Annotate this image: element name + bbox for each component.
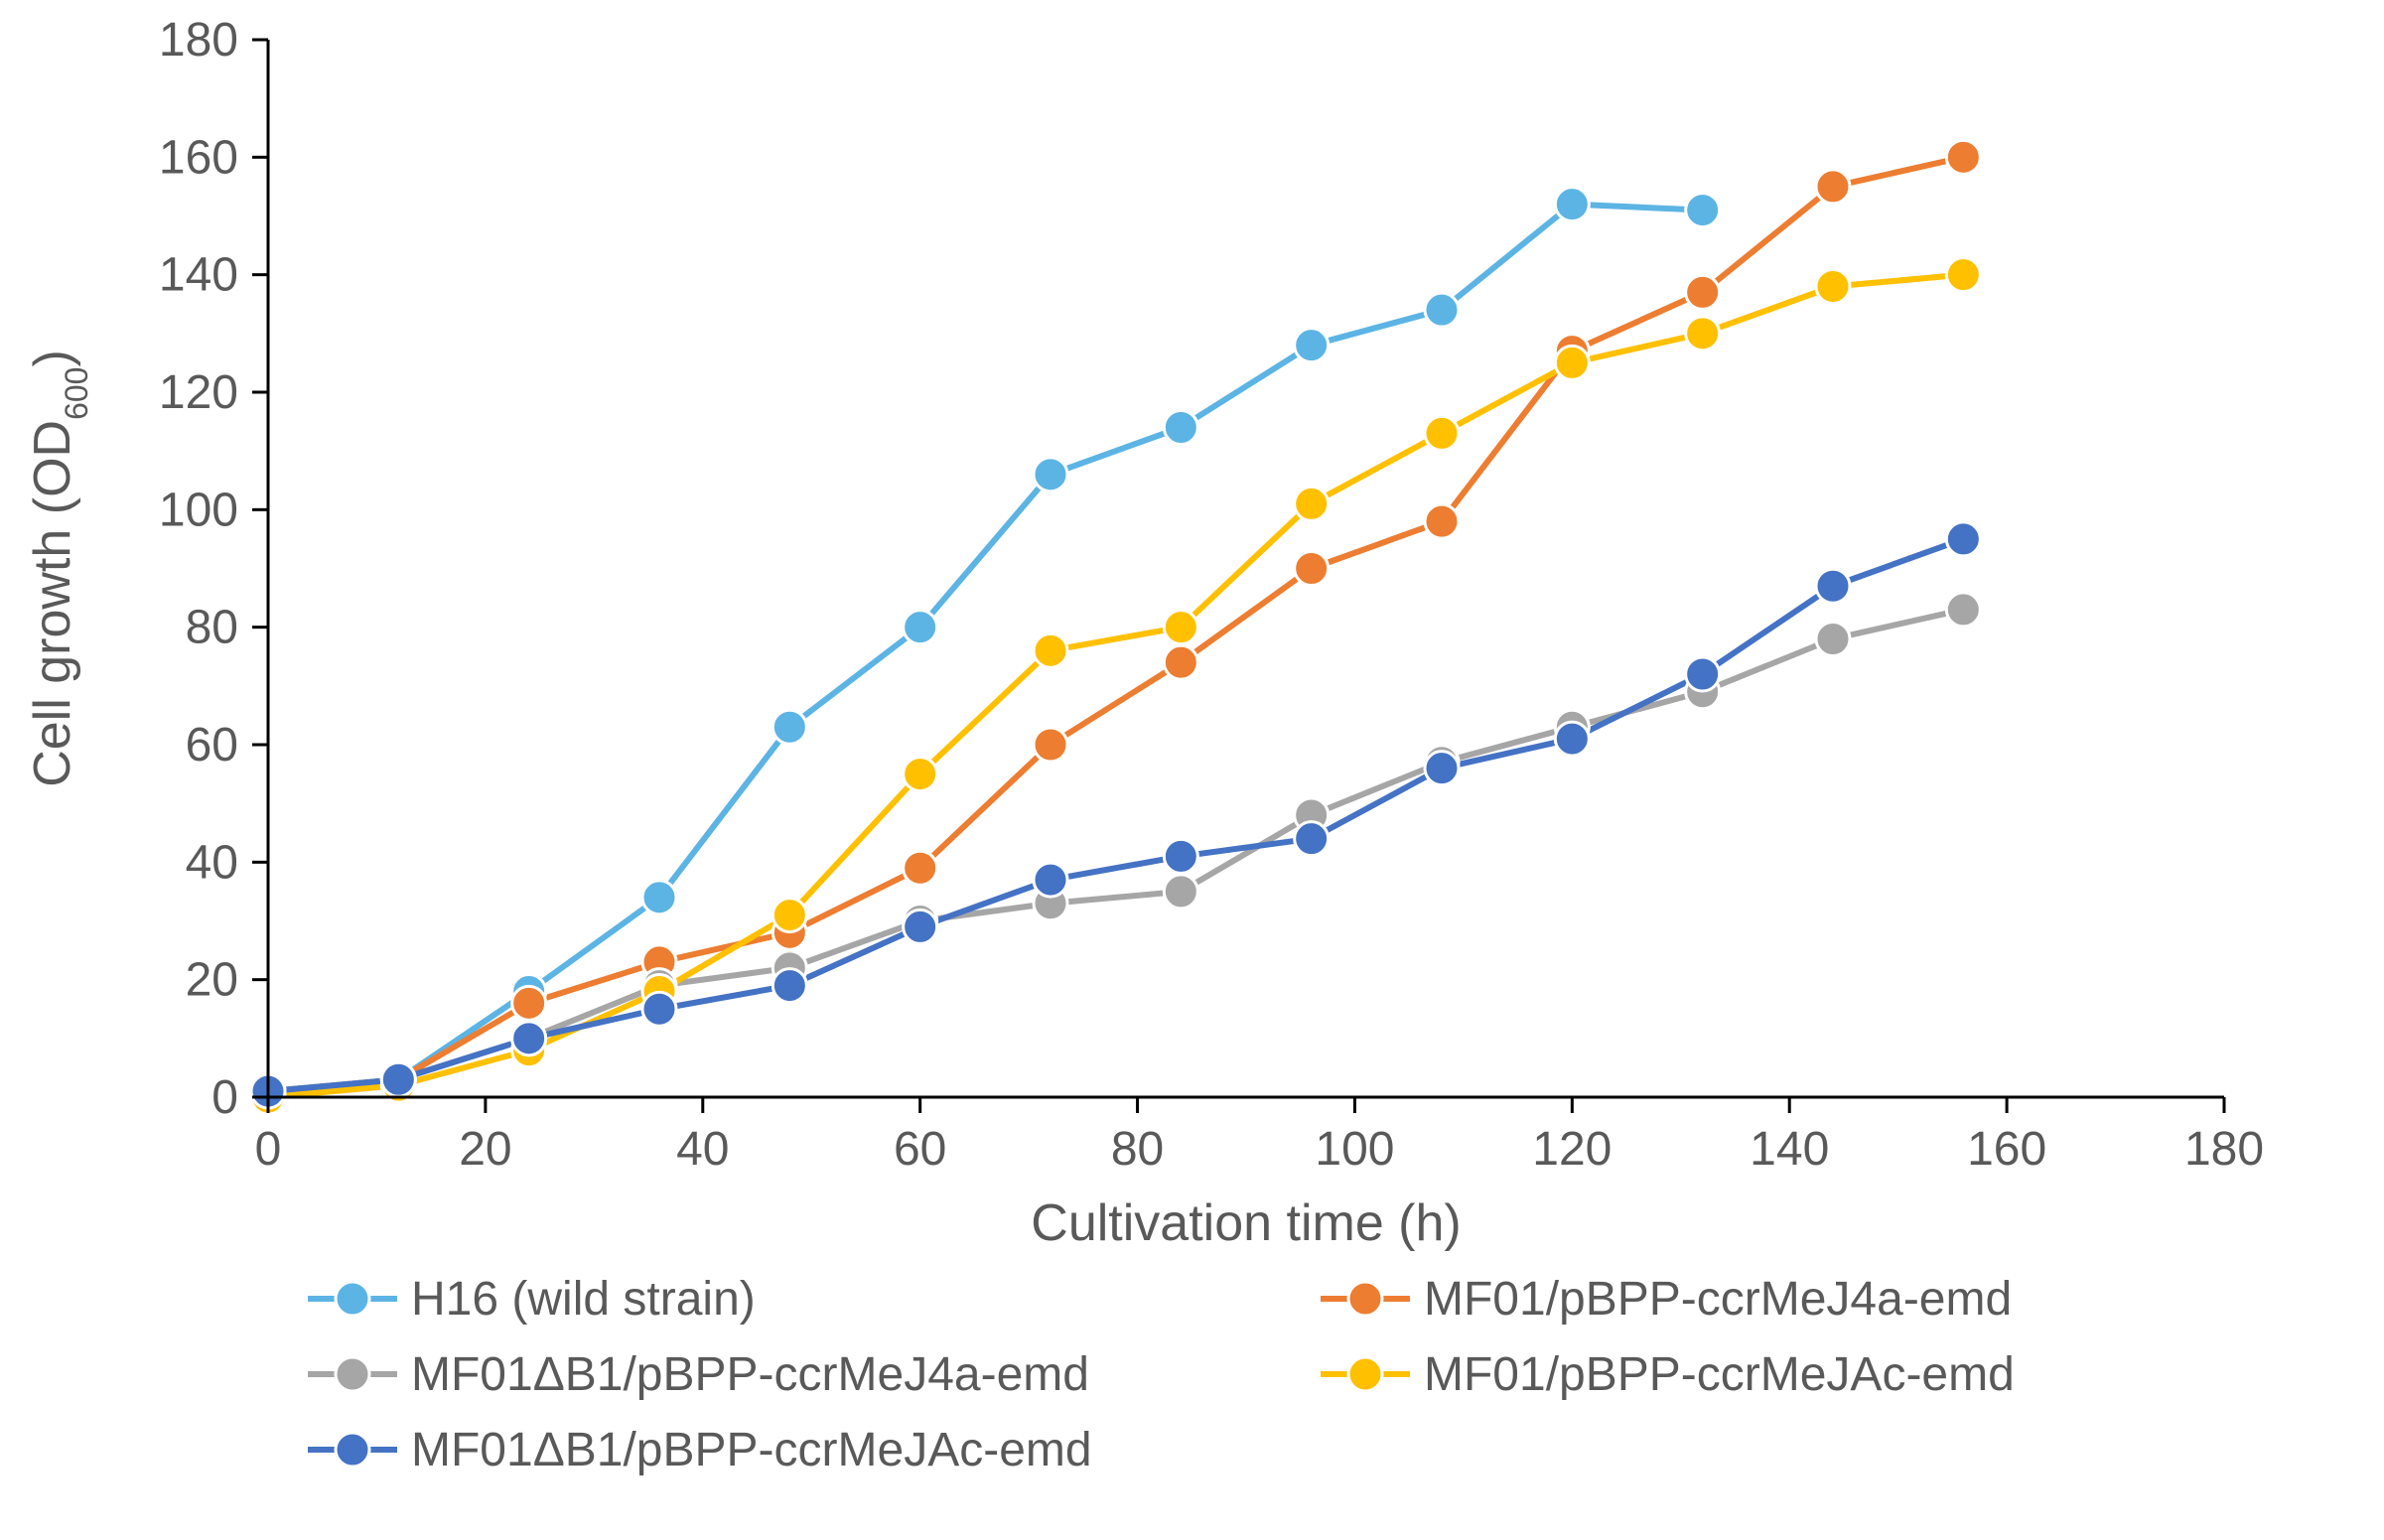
growth-chart: 0 20 40 60 80 100 120 140 160 180 0 20 40 60 80 100 120 1… — [0, 0, 2384, 1540]
x-tick-label: 100 — [1315, 1123, 1394, 1176]
series-marker-mf01db1-jac — [1686, 657, 1720, 691]
series-marker-mf01-jac — [1295, 487, 1329, 520]
series-marker-mf01-j4a — [1425, 504, 1459, 538]
x-tick-label: 120 — [1532, 1123, 1612, 1176]
y-tick-label: 120 — [159, 366, 238, 419]
series-marker-mf01-jac — [1034, 633, 1067, 667]
series-marker-h16 — [1555, 188, 1589, 221]
series-marker-mf01db1-j4a — [1816, 623, 1850, 656]
series-marker-mf01db1-jac — [904, 910, 937, 943]
legend-label: MF01/pBPP-ccrMeJAc-emd — [1424, 1348, 2015, 1401]
series-marker-mf01db1-jac — [1034, 863, 1067, 897]
series-marker-h16 — [1034, 458, 1067, 491]
series-marker-mf01-j4a — [904, 851, 937, 885]
y-tick-label: 40 — [186, 836, 238, 889]
series-marker-h16 — [772, 710, 806, 744]
legend-label: MF01ΔB1/pBPP-ccrMeJ4a-emd — [411, 1348, 1089, 1401]
series-marker-mf01-j4a — [1295, 552, 1329, 586]
series-marker-mf01-j4a — [1946, 140, 1980, 174]
y-tick-label: 0 — [211, 1071, 238, 1124]
series-marker-mf01db1-jac — [512, 1022, 546, 1055]
series-marker-mf01-jac — [904, 758, 937, 791]
y-tick-label: 100 — [159, 484, 238, 536]
series-marker-h16 — [1295, 329, 1329, 362]
x-tick-label: 160 — [1967, 1123, 2046, 1176]
series-marker-mf01-jac — [1816, 270, 1850, 304]
series-marker-mf01db1-jac — [1164, 839, 1197, 873]
x-axis-title: Cultivation time (h) — [1031, 1194, 1461, 1252]
y-tick-label: 140 — [159, 249, 238, 302]
x-tick-label: 0 — [255, 1123, 282, 1176]
legend-swatch-marker — [1348, 1282, 1382, 1316]
series-marker-mf01-j4a — [1816, 170, 1850, 204]
legend-label: MF01/pBPP-ccrMeJ4a-emd — [1424, 1273, 2012, 1326]
legend-label: H16 (wild strain) — [411, 1273, 756, 1326]
legend-label: MF01ΔB1/pBPP-ccrMeJAc-emd — [411, 1424, 1092, 1476]
series-marker-mf01db1-jac — [1555, 722, 1589, 756]
x-tick-label: 60 — [894, 1123, 946, 1176]
series-marker-mf01-jac — [1425, 416, 1459, 450]
series-marker-h16 — [1686, 194, 1720, 227]
y-tick-label: 180 — [159, 14, 238, 67]
series-marker-h16 — [904, 611, 937, 644]
x-tick-label: 180 — [2184, 1123, 2264, 1176]
series-marker-h16 — [642, 881, 676, 914]
series-marker-mf01db1-jac — [642, 992, 676, 1026]
legend-swatch-marker — [336, 1357, 369, 1391]
series-marker-mf01db1-jac — [1946, 522, 1980, 556]
series-marker-mf01db1-jac — [1425, 752, 1459, 785]
legend-swatch-marker — [1348, 1357, 1382, 1391]
series-marker-mf01-j4a — [1164, 645, 1197, 679]
x-tick-label: 80 — [1111, 1123, 1164, 1176]
legend-swatch-marker — [336, 1282, 369, 1316]
series-marker-mf01-jac — [1164, 611, 1197, 644]
series-marker-mf01db1-jac — [1816, 569, 1850, 603]
series-marker-mf01-jac — [1946, 258, 1980, 292]
series-marker-mf01db1-jac — [1295, 822, 1329, 856]
legend-swatch-marker — [336, 1433, 369, 1467]
series-marker-mf01db1-j4a — [1164, 875, 1197, 909]
y-tick-label: 60 — [186, 719, 238, 771]
series-marker-h16 — [1164, 411, 1197, 445]
x-tick-label: 140 — [1750, 1123, 1829, 1176]
series-marker-h16 — [1425, 293, 1459, 327]
series-marker-mf01-j4a — [1034, 728, 1067, 762]
y-tick-label: 80 — [186, 602, 238, 654]
x-tick-label: 40 — [676, 1123, 729, 1176]
series-marker-mf01-jac — [772, 899, 806, 932]
y-tick-label: 160 — [159, 131, 238, 184]
series-marker-mf01-j4a — [1686, 275, 1720, 309]
series-marker-mf01-jac — [1686, 317, 1720, 350]
series-marker-mf01-j4a — [512, 986, 546, 1020]
series-marker-mf01db1-j4a — [1946, 593, 1980, 627]
series-marker-mf01db1-jac — [381, 1062, 415, 1096]
series-marker-mf01db1-jac — [772, 969, 806, 1003]
x-tick-label: 20 — [459, 1123, 511, 1176]
series-marker-mf01-jac — [1555, 346, 1589, 379]
y-tick-label: 20 — [186, 954, 238, 1007]
